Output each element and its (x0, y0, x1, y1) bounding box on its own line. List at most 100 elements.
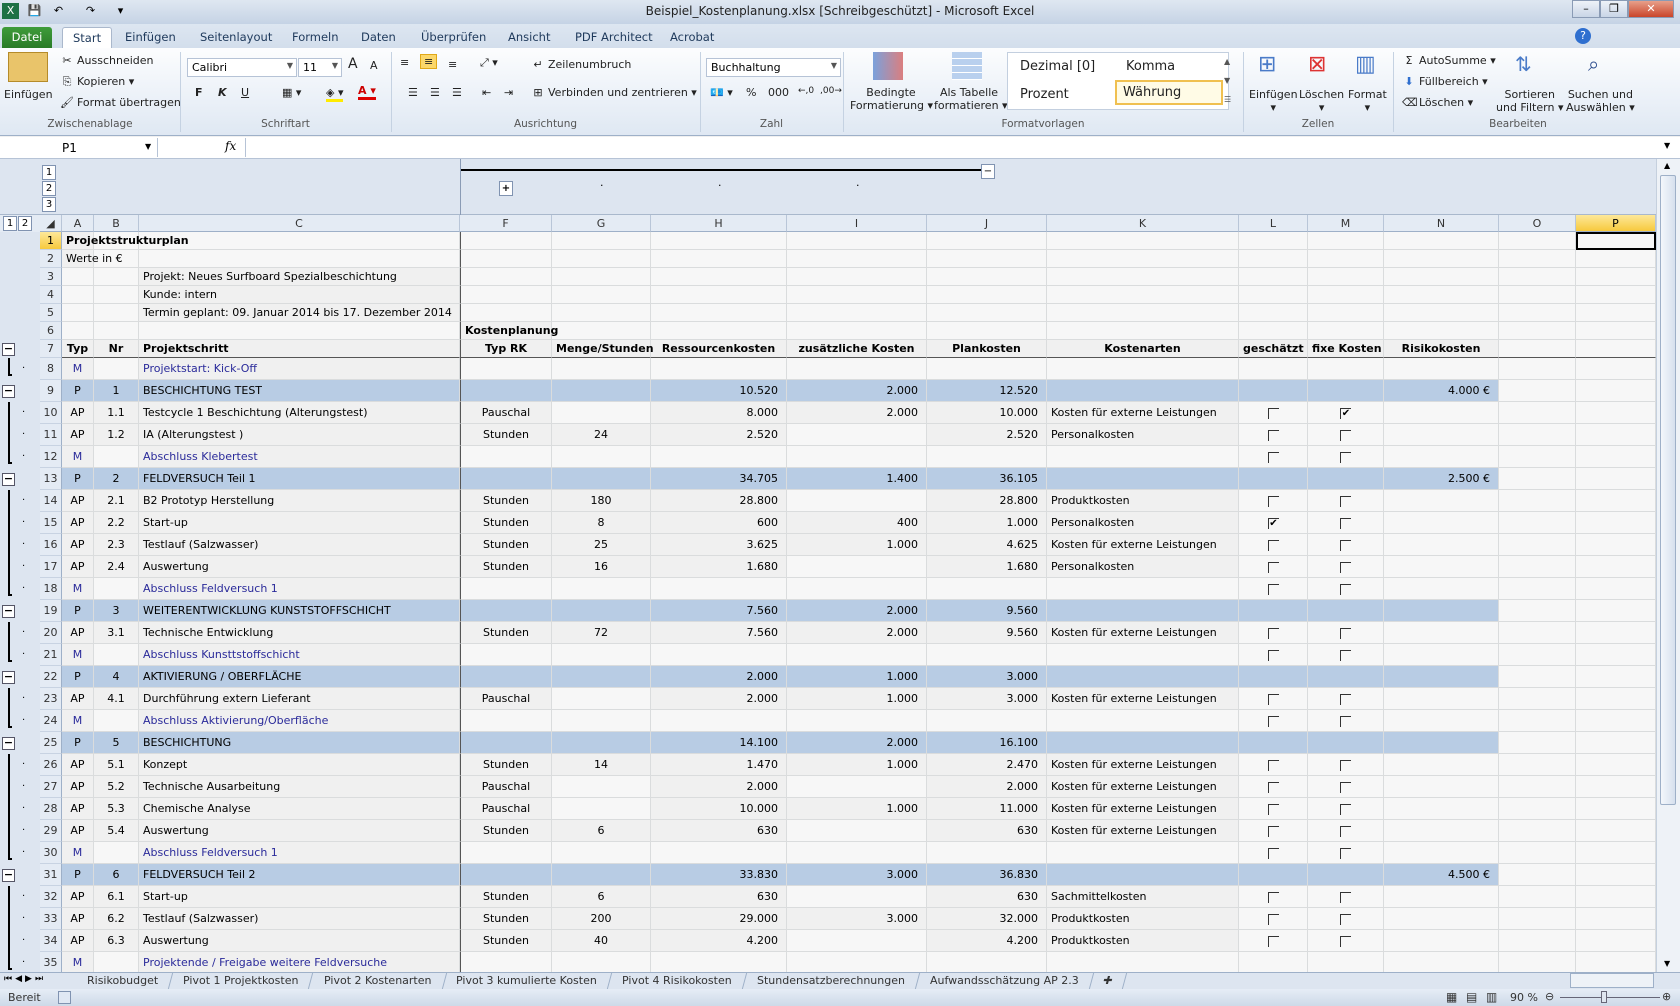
cell-P20[interactable] (1576, 622, 1656, 644)
cell-O30[interactable] (1499, 842, 1576, 864)
cell-I35[interactable] (787, 952, 927, 972)
estimated-checkbox[interactable] (1267, 539, 1279, 551)
cell-K30[interactable] (1047, 842, 1239, 864)
cell-F16[interactable]: Stunden (460, 534, 552, 556)
cell-H28[interactable]: 10.000 (651, 798, 787, 820)
cell-I16[interactable]: 1.000 (787, 534, 927, 556)
align-top-icon[interactable]: ≡ (400, 56, 410, 69)
column-header-I[interactable]: I (787, 215, 927, 232)
cell-C17[interactable]: Auswertung (139, 556, 460, 578)
cell-A34[interactable]: AP (62, 930, 94, 952)
cell-P2[interactable] (1576, 250, 1656, 268)
cell-B11[interactable]: 1.2 (94, 424, 139, 446)
cell-A19[interactable]: P (62, 600, 94, 622)
cell-I26[interactable]: 1.000 (787, 754, 927, 776)
cell-P14[interactable] (1576, 490, 1656, 512)
formula-input[interactable] (245, 138, 1655, 157)
cell-K7[interactable]: Kostenarten (1047, 340, 1239, 358)
cell-G11[interactable]: 24 (552, 424, 651, 446)
cell-P5[interactable] (1576, 304, 1656, 322)
cell-C23[interactable]: Durchführung extern Lieferant (139, 688, 460, 710)
row-header-5[interactable]: 5 (40, 304, 62, 322)
cell-H4[interactable] (651, 286, 787, 304)
cell-C14[interactable]: B2 Prototyp Herstellung (139, 490, 460, 512)
cell-B10[interactable]: 1.1 (94, 402, 139, 424)
align-bottom-icon[interactable]: ≡ (448, 58, 458, 71)
cell-J18[interactable] (927, 578, 1047, 600)
cell-P9[interactable] (1576, 380, 1656, 402)
cell-N18[interactable] (1384, 578, 1499, 600)
cell-I30[interactable] (787, 842, 927, 864)
cell-B23[interactable]: 4.1 (94, 688, 139, 710)
cell-B26[interactable]: 5.1 (94, 754, 139, 776)
cell-A16[interactable]: AP (62, 534, 94, 556)
row-header-4[interactable]: 4 (40, 286, 62, 304)
cell-L1[interactable] (1239, 232, 1308, 250)
cell-P30[interactable] (1576, 842, 1656, 864)
cell-N24[interactable] (1384, 710, 1499, 732)
copy-button[interactable]: ⎘ Kopieren ▾ (60, 75, 135, 89)
cell-A25[interactable]: P (62, 732, 94, 754)
cell-J11[interactable]: 2.520 (927, 424, 1047, 446)
cell-J34[interactable]: 4.200 (927, 930, 1047, 952)
cell-F30[interactable] (460, 842, 552, 864)
cell-J16[interactable]: 4.625 (927, 534, 1047, 556)
cell-H21[interactable] (651, 644, 787, 666)
cell-I34[interactable] (787, 930, 927, 952)
cell-H12[interactable] (651, 446, 787, 468)
cell-A1[interactable]: Projektstrukturplan (62, 232, 189, 250)
cell-O7[interactable] (1499, 340, 1576, 358)
cell-J30[interactable] (927, 842, 1047, 864)
fixed-cost-checkbox[interactable] (1340, 715, 1351, 727)
cell-A27[interactable]: AP (62, 776, 94, 798)
cell-F10[interactable]: Pauschal (460, 402, 552, 424)
cell-H9[interactable]: 10.520 (651, 380, 787, 402)
customize-qat-icon[interactable]: ▾ (117, 4, 124, 17)
cell-A22[interactable]: P (62, 666, 94, 688)
cell-B13[interactable]: 2 (94, 468, 139, 490)
cell-K11[interactable]: Personalkosten (1047, 424, 1239, 446)
row-header-17[interactable]: 17 (40, 556, 62, 578)
cell-N4[interactable] (1384, 286, 1499, 304)
cell-K14[interactable]: Produktkosten (1047, 490, 1239, 512)
cell-C34[interactable]: Auswertung (139, 930, 460, 952)
cell-M31[interactable] (1308, 864, 1384, 886)
cell-A10[interactable]: AP (62, 402, 94, 424)
tab-start[interactable]: Start (62, 27, 113, 48)
collapse-row-group-button[interactable]: − (2, 383, 15, 398)
column-header-G[interactable]: G (552, 215, 651, 232)
estimated-checkbox[interactable] (1267, 781, 1279, 793)
cell-F29[interactable]: Stunden (460, 820, 552, 842)
merge-center-button[interactable]: ⊞ Verbinden und zentrieren ▾ (531, 86, 696, 100)
cell-C3[interactable]: Projekt: Neues Surfboard Spezialbeschich… (139, 268, 460, 286)
insert-cells-button[interactable]: Einfügen ▾ (1249, 88, 1298, 114)
cell-A11[interactable]: AP (62, 424, 94, 446)
cell-J25[interactable]: 16.100 (927, 732, 1047, 754)
estimated-checkbox[interactable] (1267, 715, 1279, 727)
cell-J28[interactable]: 11.000 (927, 798, 1047, 820)
cell-J3[interactable] (927, 268, 1047, 286)
row-header-3[interactable]: 3 (40, 268, 62, 286)
cell-O12[interactable] (1499, 446, 1576, 468)
cell-J8[interactable] (927, 358, 1047, 380)
cell-F8[interactable] (460, 358, 552, 380)
cell-L13[interactable] (1239, 468, 1308, 490)
cell-J21[interactable] (927, 644, 1047, 666)
thousands-button[interactable]: 000 (768, 86, 789, 99)
fixed-cost-checkbox[interactable] (1340, 495, 1351, 507)
cell-A12[interactable]: M (62, 446, 94, 468)
cell-P13[interactable] (1576, 468, 1656, 490)
cell-C25[interactable]: BESCHICHTUNG (139, 732, 460, 754)
cell-F28[interactable]: Pauschal (460, 798, 552, 820)
row-header-16[interactable]: 16 (40, 534, 62, 556)
cell-J20[interactable]: 9.560 (927, 622, 1047, 644)
cell-H31[interactable]: 33.830 (651, 864, 787, 886)
cell-L26[interactable] (1239, 754, 1308, 776)
cell-B22[interactable]: 4 (94, 666, 139, 688)
estimated-checkbox[interactable] (1267, 561, 1279, 573)
column-header-P[interactable]: P (1576, 215, 1656, 232)
style-prozent[interactable]: Prozent (1020, 87, 1069, 102)
cell-N30[interactable] (1384, 842, 1499, 864)
cell-H14[interactable]: 28.800 (651, 490, 787, 512)
tab-datei[interactable]: Datei (2, 27, 52, 48)
